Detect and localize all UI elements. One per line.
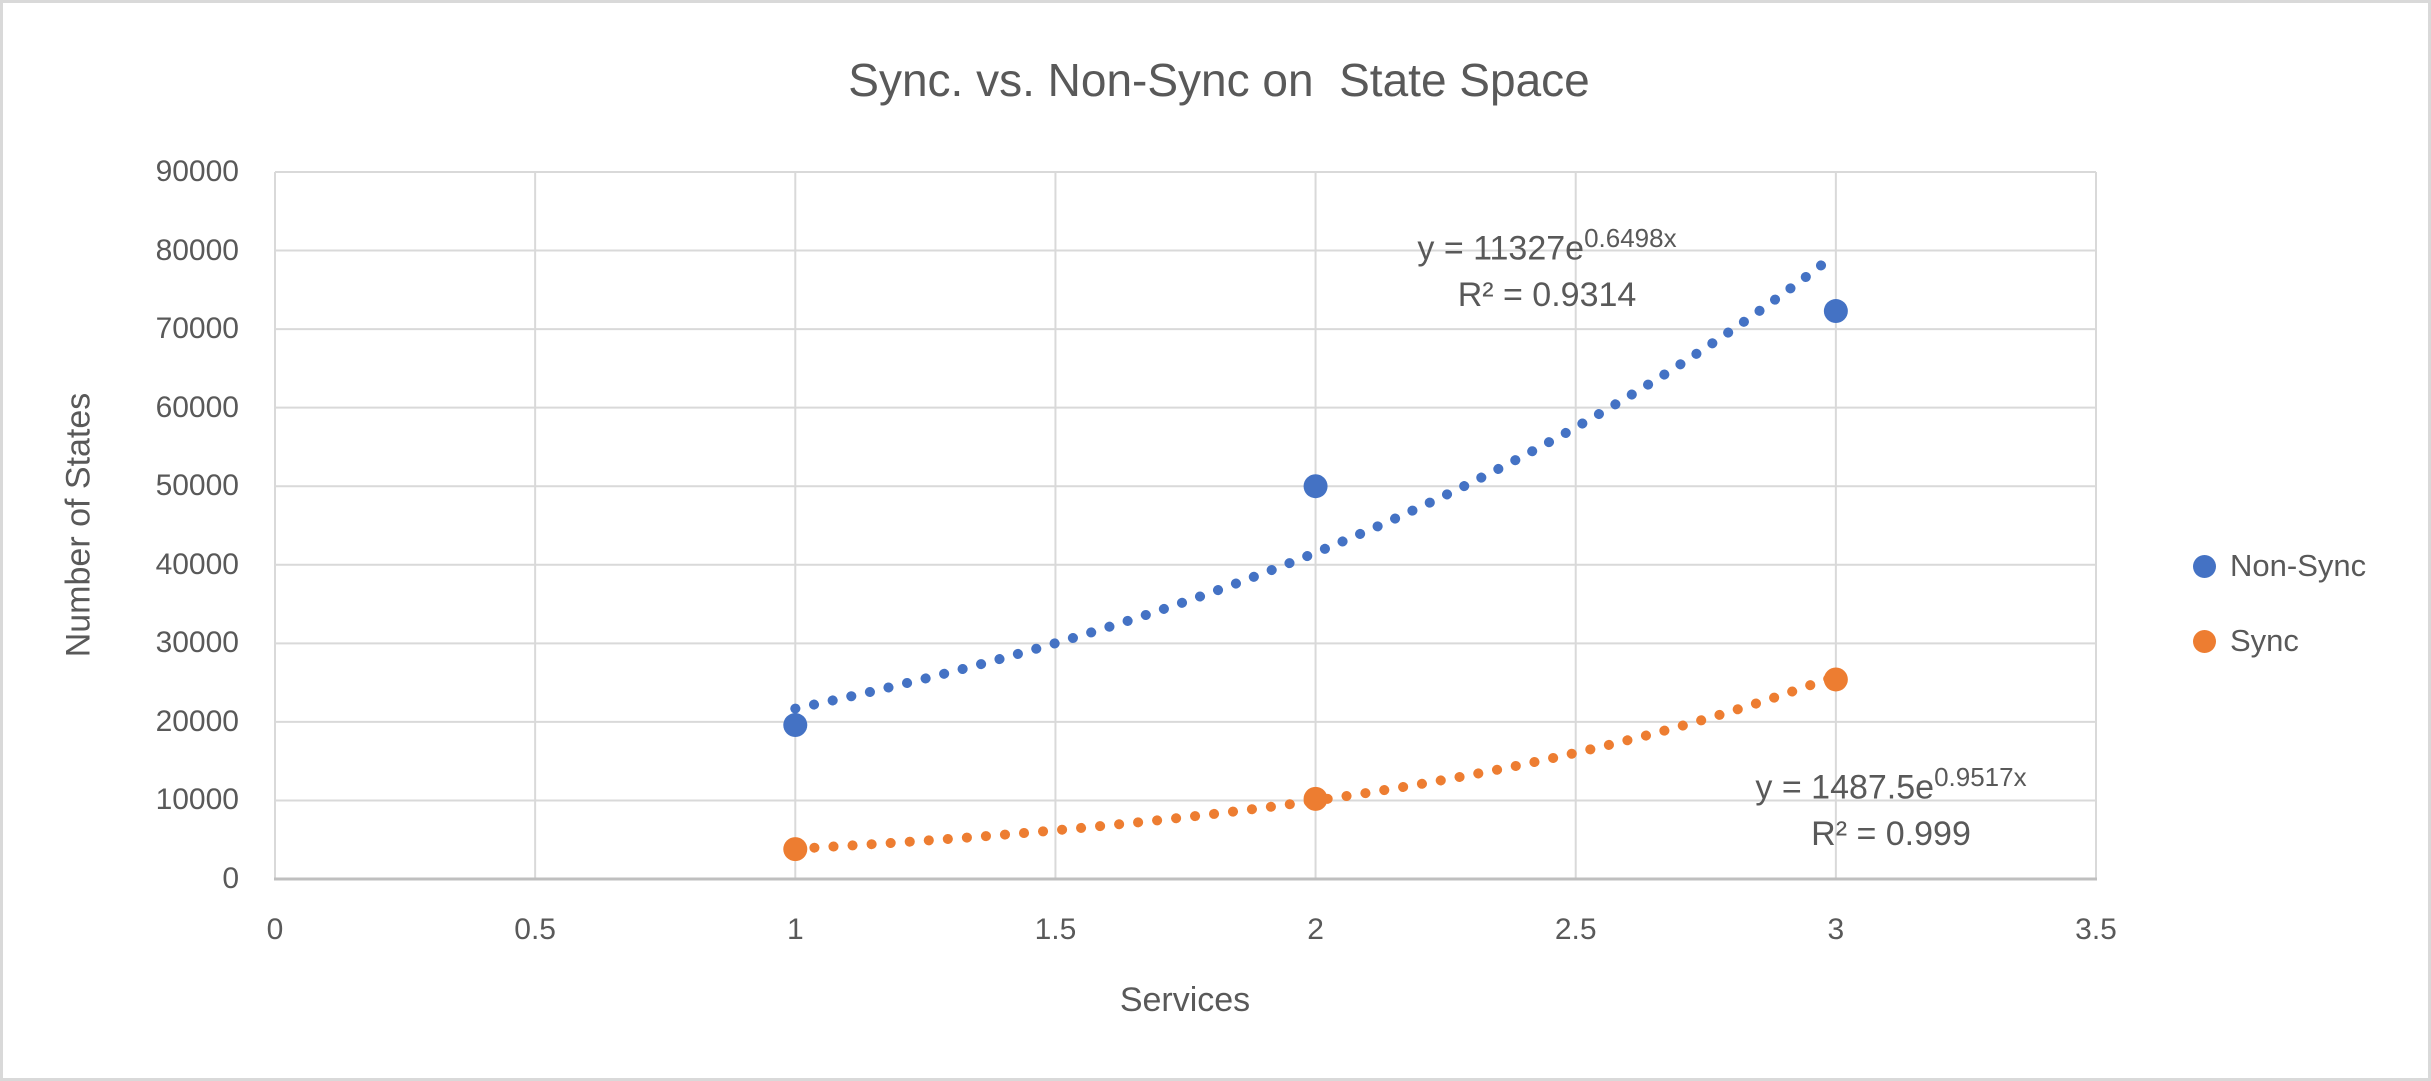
nonsync-equation-line: y = 11327e0.6498x [1417,223,1677,268]
x-tick-label: 1.5 [1034,913,1077,946]
chart-title: Sync. vs. Non-Sync on State Space [848,54,1590,106]
sync-equation-line: y = 1487.5e0.9517x [1755,762,2027,807]
sync-data-point [1823,667,1848,692]
y-tick-label: 90000 [155,155,239,188]
y-tick-label: 40000 [155,547,239,581]
x-tick-label: 3.5 [2075,913,2117,946]
legend-item-sync: Sync [2193,621,2299,661]
y-tick-label: 70000 [155,312,239,346]
non-sync-marker-icon [2193,554,2216,578]
y-tick-label: 60000 [155,390,239,424]
y-tick-label: 0 [222,862,239,895]
y-tick-label: 20000 [155,704,239,738]
non-sync-data-point [1823,299,1848,324]
y-tick-label: 30000 [155,626,239,660]
plot-area [274,171,2097,881]
x-axis-title: Services [1119,981,1251,1019]
y-tick-label: 50000 [155,469,239,503]
sync-data-point [783,837,808,862]
x-tick-label: 2.5 [1554,913,1597,946]
non-sync-data-point [1303,474,1328,499]
non-sync-data-point [783,713,808,738]
legend-item-non-sync: Non-Sync [2193,546,2366,586]
x-tick-label: 3 [1827,913,1845,946]
nonsync-trendline-equation: y = 11327e0.6498x R² = 0.9314 [1417,215,1676,319]
y-tick-label: 10000 [155,783,239,817]
y-axis-title: Number of States [59,392,98,658]
non-sync-trendline [790,249,1841,714]
legend-label-sync: Sync [2230,623,2299,658]
x-tick-label: 0.5 [514,913,556,946]
nonsync-r-squared: R² = 0.9314 [1457,276,1637,315]
x-tick-label: 1 [786,913,804,946]
x-tick-label: 0 [266,913,284,946]
y-tick-label: 80000 [155,233,239,267]
sync-r-squared: R² = 0.999 [1811,815,1971,854]
legend-label-non-sync: Non-Sync [2230,548,2367,583]
sync-trendline [790,671,1841,854]
sync-marker-icon [2193,629,2216,653]
sync-trendline-equation: y = 1487.5e0.9517x R² = 0.999 [1755,754,2026,858]
sync-data-point [1303,786,1328,811]
x-tick-label: 2 [1307,913,1324,946]
